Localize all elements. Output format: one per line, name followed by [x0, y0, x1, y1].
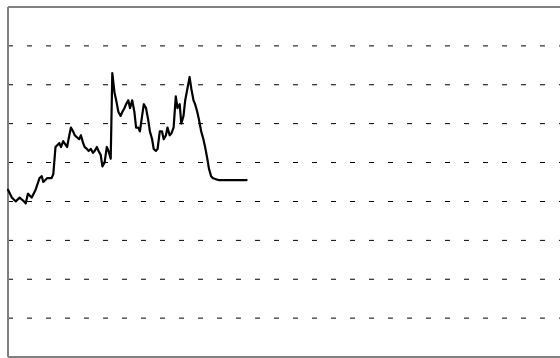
series-group [6, 71, 248, 205]
gridlines [8, 45, 560, 319]
series-line-1 [6, 71, 248, 205]
axes [7, 6, 560, 358]
plot-background [7, 7, 560, 357]
